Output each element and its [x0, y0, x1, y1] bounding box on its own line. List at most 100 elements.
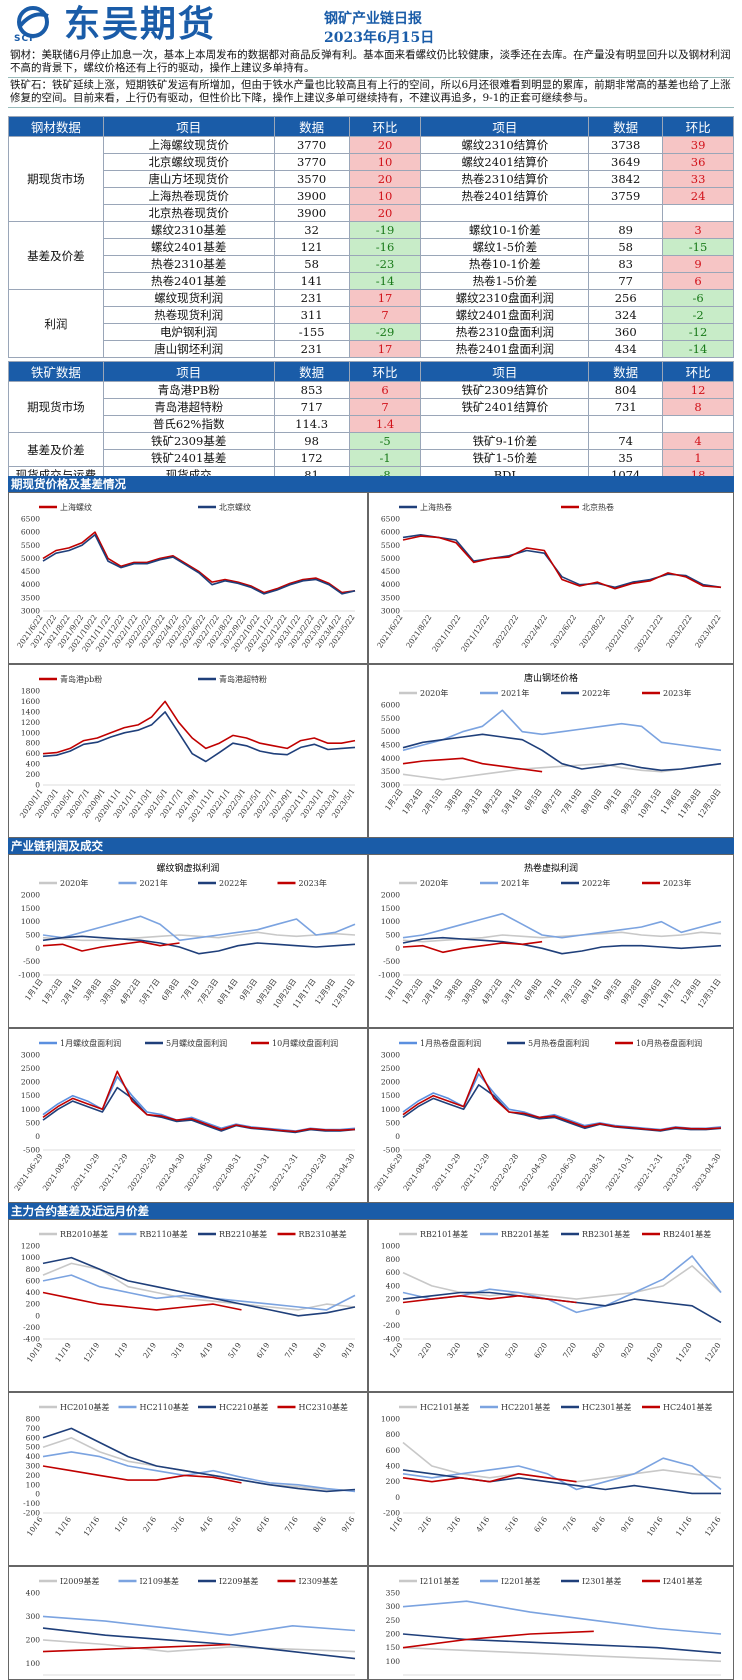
legend-label: 5月螺纹盘面利润	[166, 1038, 227, 1048]
item-name: 螺纹2310盘面利润	[420, 289, 590, 307]
y-tick-label: 6500	[381, 515, 400, 524]
x-tick-label: 3/16	[169, 1515, 186, 1534]
x-tick-label: 6月8日	[522, 977, 543, 1002]
chart-title: 热卷虚拟利润	[524, 862, 578, 874]
item-value: 3770	[273, 136, 350, 154]
x-tick-label: 2022/6/22	[549, 613, 579, 650]
item-change: 1	[662, 449, 734, 467]
item-name: 铁矿1-5价差	[420, 449, 590, 467]
y-tick-label: 6500	[21, 515, 40, 524]
y-tick-label: 5000	[21, 554, 40, 563]
y-tick-label: 200	[26, 1471, 41, 1480]
x-tick-label: 1/19	[113, 1341, 130, 1360]
ore-data-table: 铁矿数据 项目 数据 环比 项目 数据 环比 期现货市场 青岛港PB粉 853 6 铁矿2309结算价…	[8, 361, 734, 484]
y-tick-label: 0	[35, 1311, 40, 1320]
item-name: 青岛港超特粉	[102, 398, 275, 416]
x-tick-label: 2月14日	[59, 977, 83, 1006]
series-line	[42, 915, 356, 942]
x-tick-label: 2021/6/22	[375, 613, 405, 650]
y-tick-label: 600	[26, 1433, 41, 1442]
y-tick-label: 400	[26, 1452, 41, 1461]
x-tick-label: 2021/12/22	[459, 613, 491, 654]
x-tick-label: 10/19	[25, 1341, 45, 1364]
series-line	[42, 1274, 356, 1311]
x-tick-label: 2/16	[417, 1515, 434, 1534]
legend-label: I2109基差	[140, 1576, 180, 1586]
column-header: 数据	[588, 361, 664, 382]
x-tick-label: 5/16	[226, 1515, 243, 1534]
item-change: -6	[662, 289, 734, 307]
section-spread: 主力合约基差及近远月价差	[8, 1203, 734, 1219]
y-tick-label: 2000	[381, 1078, 400, 1087]
table-row: 基差及价差 螺纹2310基差 32 -19 螺纹10-1价差 89 3	[8, 221, 734, 290]
item-value: 853	[273, 381, 350, 399]
legend-label: HC2401基差	[663, 1402, 712, 1412]
y-tick-label: 100	[26, 1480, 41, 1489]
chart-hrc-virtual-profit: 热卷虚拟利润 2020年 2021年 2022年 2023年 -1000 -500 0 500 1…	[368, 854, 734, 1028]
y-tick-label: 3000	[21, 1051, 40, 1060]
table-row: 基差及价差 铁矿2309基差 98 -5 铁矿9-1价差 74 4	[8, 432, 734, 467]
series-line	[42, 531, 356, 594]
item-name: 铁矿2309结算价	[420, 381, 590, 399]
item-change	[662, 415, 734, 433]
x-tick-label: 5月17日	[500, 977, 524, 1006]
column-header: 项目	[420, 361, 590, 382]
chart-hrc-futures-profit: 1月热卷盘面利润 5月热卷盘面利润 10月热卷盘面利润 -500 0 500 1000 150…	[368, 1028, 734, 1203]
series-line	[42, 700, 356, 755]
y-tick-label: 6000	[381, 528, 400, 537]
item-name: 热卷现货利润	[102, 306, 275, 324]
table-row: 北京螺纹现货价 3770 10 螺纹2401结算价 3649 36	[9, 153, 734, 171]
x-tick-label: 12/16	[703, 1515, 723, 1538]
column-header: 数据	[273, 361, 350, 382]
y-tick-label: 200	[386, 1477, 401, 1486]
x-tick-label: 2021/8/22	[404, 613, 434, 650]
series-line	[42, 935, 356, 955]
series-line	[42, 1643, 231, 1653]
series-line	[42, 1256, 356, 1317]
y-tick-label: 0	[395, 944, 400, 953]
series-line	[42, 1262, 356, 1311]
x-tick-label: 7/20	[561, 1341, 578, 1360]
y-tick-label: -200	[383, 1509, 400, 1518]
y-tick-label: -100	[23, 1499, 40, 1508]
y-tick-label: 200	[26, 770, 41, 779]
y-tick-label: 4500	[381, 741, 400, 750]
item-value: 804	[588, 381, 664, 399]
x-tick-label: 1/16	[388, 1515, 405, 1534]
x-tick-label: 2/16	[141, 1515, 158, 1534]
y-tick-label: 1200	[21, 718, 40, 727]
y-tick-label: 500	[26, 931, 41, 940]
item-change: 10	[348, 153, 422, 171]
item-change: 20	[348, 170, 422, 188]
item-value: 3570	[273, 170, 350, 188]
y-tick-label: 4000	[381, 580, 400, 589]
legend-label: RB2201基差	[501, 1229, 549, 1239]
x-tick-label: 2022/12/22	[633, 613, 665, 654]
item-value: 89	[588, 221, 664, 239]
legend-label: 10月热卷盘面利润	[636, 1038, 702, 1048]
y-tick-label: 300	[26, 1612, 41, 1621]
item-value: 141	[273, 272, 350, 290]
x-tick-label: 2/20	[417, 1341, 434, 1360]
table-row: 利润 螺纹现货利润 231 17 螺纹2310盘面利润 256 -6	[8, 289, 734, 358]
item-value: 3770	[273, 153, 350, 171]
legend-label: 青岛港pb粉	[60, 674, 102, 684]
y-tick-label: 1500	[21, 904, 40, 913]
table-row: 期现货市场 青岛港PB粉 853 6 铁矿2309结算价 804 12	[8, 381, 734, 433]
x-tick-label: 2/19	[141, 1341, 158, 1360]
x-tick-label: 10/16	[25, 1515, 45, 1538]
x-tick-label: 2021-06-29	[12, 1152, 44, 1193]
y-tick-label: 6000	[381, 701, 400, 710]
y-tick-label: -400	[383, 1335, 400, 1344]
x-tick-label: 2023/4/22	[693, 613, 723, 650]
x-tick-label: 2022-02-28	[488, 1152, 520, 1193]
item-value: 3759	[588, 187, 664, 205]
item-name: 铁矿9-1价差	[420, 432, 590, 450]
item-value: -155	[273, 323, 350, 341]
legend-label: HC2101基差	[420, 1402, 469, 1412]
item-change: 9	[662, 255, 734, 273]
legend-label: I2209基差	[219, 1576, 259, 1586]
y-tick-label: -500	[23, 957, 40, 966]
series-line	[42, 1436, 356, 1492]
table-row: 热卷2401基差 141 -14 热卷1-5价差 77 6	[9, 272, 734, 290]
